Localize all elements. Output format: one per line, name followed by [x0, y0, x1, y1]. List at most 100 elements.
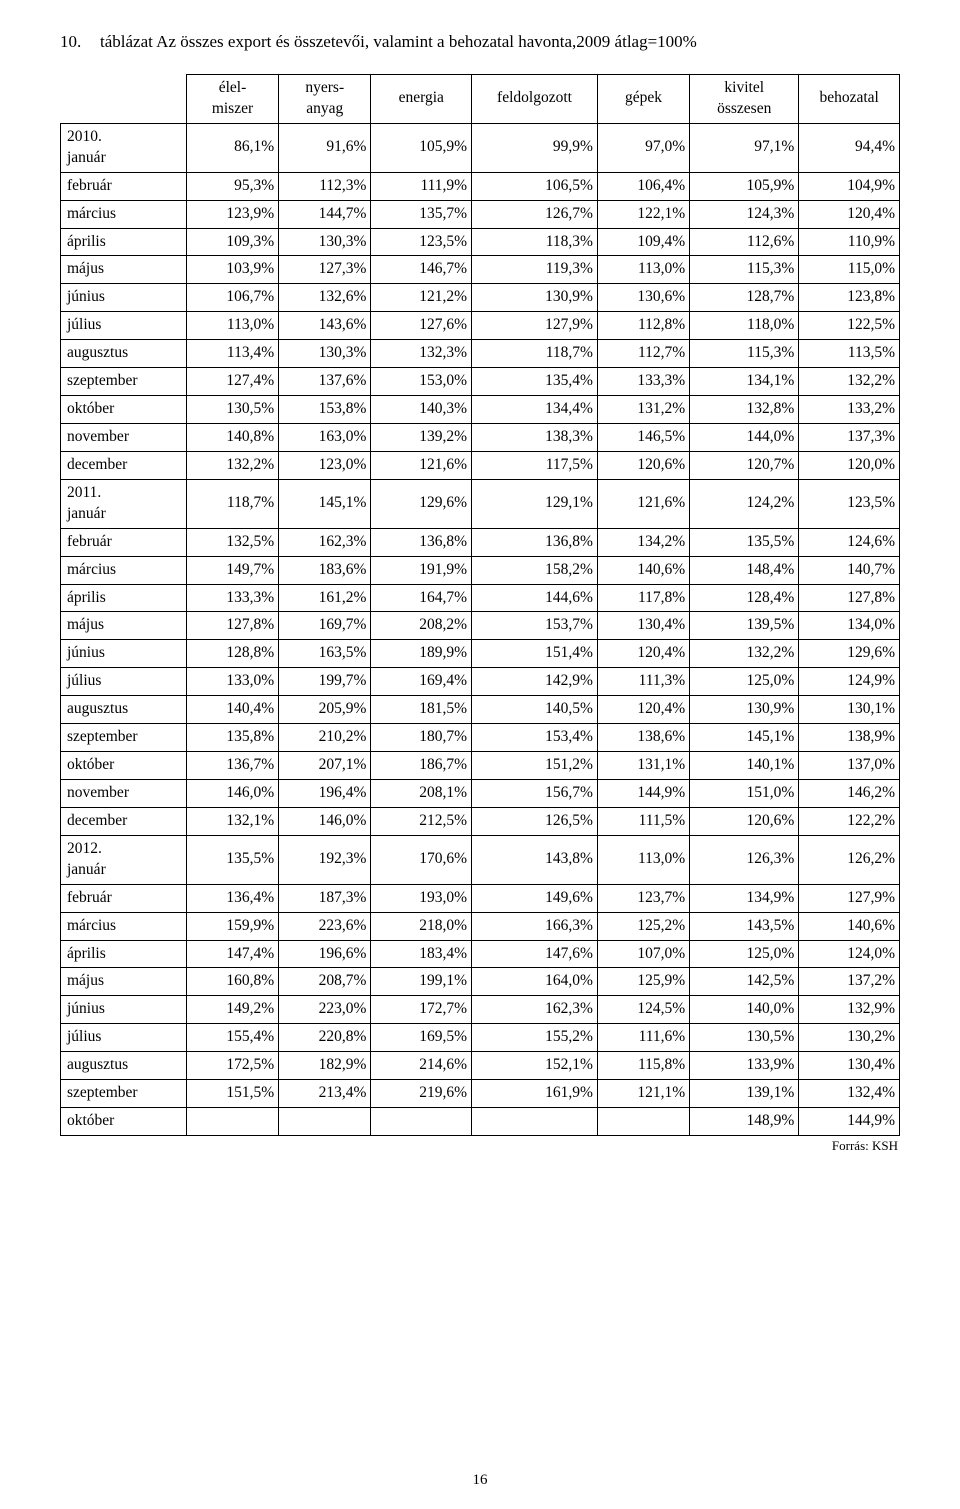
export-import-table: élel-miszernyers-anyagenergiafeldolgozot…: [60, 74, 900, 1136]
table-row: március123,9%144,7%135,7%126,7%122,1%124…: [61, 200, 900, 228]
cell-value: 219,6%: [371, 1080, 472, 1108]
cell-value: 181,5%: [371, 696, 472, 724]
cell-value: 118,3%: [472, 228, 598, 256]
table-row: október136,7%207,1%186,7%151,2%131,1%140…: [61, 752, 900, 780]
cell-value: 145,1%: [279, 479, 371, 528]
cell-value: 132,5%: [186, 528, 278, 556]
cell-value: 152,1%: [472, 1052, 598, 1080]
cell-value: 161,2%: [279, 584, 371, 612]
cell-value: 117,8%: [597, 584, 689, 612]
cell-value: 146,2%: [799, 779, 900, 807]
cell-value: 130,4%: [799, 1052, 900, 1080]
cell-value: 191,9%: [371, 556, 472, 584]
column-header: energia: [371, 75, 472, 124]
column-header: feldolgozott: [472, 75, 598, 124]
cell-value: 139,2%: [371, 423, 472, 451]
cell-value: 130,3%: [279, 228, 371, 256]
cell-value: 131,1%: [597, 752, 689, 780]
cell-value: 153,4%: [472, 724, 598, 752]
cell-value: 130,3%: [279, 340, 371, 368]
table-row: február136,4%187,3%193,0%149,6%123,7%134…: [61, 884, 900, 912]
cell-value: 120,6%: [597, 451, 689, 479]
cell-value: 144,9%: [799, 1108, 900, 1136]
cell-value: 146,7%: [371, 256, 472, 284]
cell-value: 186,7%: [371, 752, 472, 780]
row-label: augusztus: [61, 340, 187, 368]
cell-value: 121,6%: [371, 451, 472, 479]
cell-value: 132,4%: [799, 1080, 900, 1108]
cell-value: 130,2%: [799, 1024, 900, 1052]
cell-value: 110,9%: [799, 228, 900, 256]
row-label: október: [61, 396, 187, 424]
table-row: 2011.január118,7%145,1%129,6%129,1%121,6…: [61, 479, 900, 528]
cell-value: 123,9%: [186, 200, 278, 228]
title-text: táblázat Az összes export és összetevői,…: [100, 32, 697, 52]
row-label: június: [61, 996, 187, 1024]
page-container: 10. táblázat Az összes export és összete…: [0, 0, 960, 1509]
cell-value: 97,0%: [597, 123, 689, 172]
cell-value: 118,7%: [186, 479, 278, 528]
cell-value: 134,9%: [690, 884, 799, 912]
cell-value: 133,3%: [597, 368, 689, 396]
cell-value: 132,8%: [690, 396, 799, 424]
cell-value: 112,3%: [279, 172, 371, 200]
table-title: 10. táblázat Az összes export és összete…: [60, 32, 900, 52]
cell-value: 122,2%: [799, 807, 900, 835]
table-row: szeptember135,8%210,2%180,7%153,4%138,6%…: [61, 724, 900, 752]
row-label: április: [61, 584, 187, 612]
cell-value: 140,7%: [799, 556, 900, 584]
cell-value: 127,8%: [799, 584, 900, 612]
table-row: június149,2%223,0%172,7%162,3%124,5%140,…: [61, 996, 900, 1024]
table-row: március149,7%183,6%191,9%158,2%140,6%148…: [61, 556, 900, 584]
cell-value: 126,7%: [472, 200, 598, 228]
cell-value: 160,8%: [186, 968, 278, 996]
cell-value: 144,9%: [597, 779, 689, 807]
cell-value: 115,3%: [690, 340, 799, 368]
row-label: március: [61, 912, 187, 940]
cell-value: 140,6%: [597, 556, 689, 584]
cell-value: 140,5%: [472, 696, 598, 724]
cell-value: 129,1%: [472, 479, 598, 528]
cell-value: 120,7%: [690, 451, 799, 479]
cell-value: 207,1%: [279, 752, 371, 780]
cell-value: 105,9%: [371, 123, 472, 172]
cell-value: 208,7%: [279, 968, 371, 996]
cell-value: 106,5%: [472, 172, 598, 200]
cell-value: 132,2%: [799, 368, 900, 396]
cell-value: 139,1%: [690, 1080, 799, 1108]
cell-value: 149,2%: [186, 996, 278, 1024]
cell-value: 163,0%: [279, 423, 371, 451]
cell-value: 144,6%: [472, 584, 598, 612]
page-number: 16: [0, 1472, 960, 1489]
cell-value: 137,2%: [799, 968, 900, 996]
cell-value: 210,2%: [279, 724, 371, 752]
table-row: december132,1%146,0%212,5%126,5%111,5%12…: [61, 807, 900, 835]
cell-value: 127,8%: [186, 612, 278, 640]
cell-value: 140,4%: [186, 696, 278, 724]
column-header: gépek: [597, 75, 689, 124]
cell-value: 120,6%: [690, 807, 799, 835]
cell-value: 147,6%: [472, 940, 598, 968]
row-label: február: [61, 172, 187, 200]
cell-value: 103,9%: [186, 256, 278, 284]
row-label: szeptember: [61, 368, 187, 396]
cell-value: 159,9%: [186, 912, 278, 940]
cell-value: 119,3%: [472, 256, 598, 284]
row-label: 2012.január: [61, 835, 187, 884]
row-label: szeptember: [61, 1080, 187, 1108]
row-label: július: [61, 312, 187, 340]
cell-value: 124,5%: [597, 996, 689, 1024]
table-row: február95,3%112,3%111,9%106,5%106,4%105,…: [61, 172, 900, 200]
cell-value: 142,9%: [472, 668, 598, 696]
cell-value: 109,4%: [597, 228, 689, 256]
column-header: [61, 75, 187, 124]
cell-value: 143,8%: [472, 835, 598, 884]
cell-value: 145,1%: [690, 724, 799, 752]
cell-value: 156,7%: [472, 779, 598, 807]
cell-value: 162,3%: [279, 528, 371, 556]
cell-value: 155,2%: [472, 1024, 598, 1052]
cell-value: 151,2%: [472, 752, 598, 780]
cell-value: 130,9%: [690, 696, 799, 724]
cell-value: 130,5%: [690, 1024, 799, 1052]
cell-value: 196,6%: [279, 940, 371, 968]
